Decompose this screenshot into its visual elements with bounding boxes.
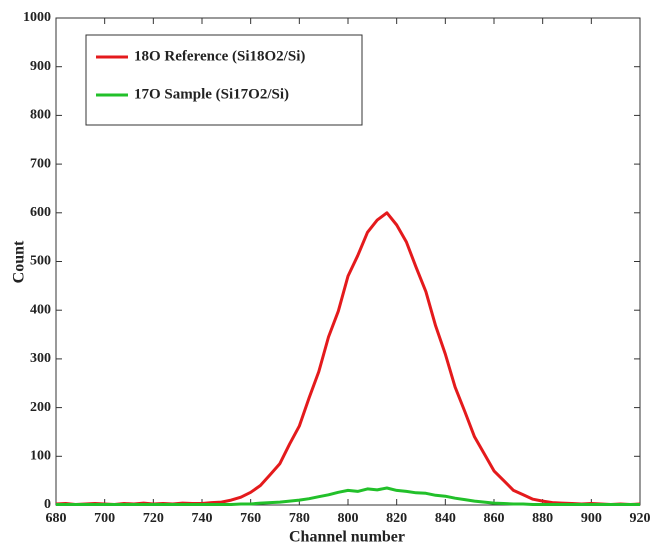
x-tick-label: 760 — [240, 511, 261, 526]
y-tick-label: 1000 — [23, 10, 51, 25]
y-tick-label: 200 — [30, 400, 51, 415]
x-tick-label: 920 — [630, 511, 651, 526]
y-tick-label: 900 — [30, 59, 51, 74]
x-tick-label: 780 — [289, 511, 310, 526]
x-tick-label: 820 — [386, 511, 407, 526]
y-axis-label: Count — [11, 240, 28, 283]
x-tick-label: 800 — [338, 511, 359, 526]
y-tick-label: 700 — [30, 156, 51, 171]
y-tick-label: 300 — [30, 351, 51, 366]
y-tick-label: 800 — [30, 108, 51, 123]
x-tick-label: 740 — [192, 511, 213, 526]
y-tick-label: 0 — [44, 497, 51, 512]
x-tick-label: 720 — [143, 511, 164, 526]
y-tick-label: 600 — [30, 205, 51, 220]
legend-text: 18O Reference (Si18O2/Si) — [134, 48, 305, 64]
series-line — [56, 486, 640, 506]
x-axis-label: Channel number — [289, 529, 405, 546]
x-tick-label: 840 — [435, 511, 456, 526]
y-tick-label: 500 — [30, 254, 51, 269]
x-tick-label: 880 — [532, 511, 553, 526]
x-tick-label: 860 — [484, 511, 505, 526]
x-tick-label: 700 — [94, 511, 115, 526]
y-tick-label: 100 — [30, 449, 51, 464]
x-tick-label: 680 — [46, 511, 67, 526]
legend-box — [85, 34, 363, 126]
legend-text: 17O Sample (Si17O2/Si) — [134, 86, 289, 102]
x-tick-label: 900 — [581, 511, 602, 526]
y-tick-label: 400 — [30, 302, 51, 317]
